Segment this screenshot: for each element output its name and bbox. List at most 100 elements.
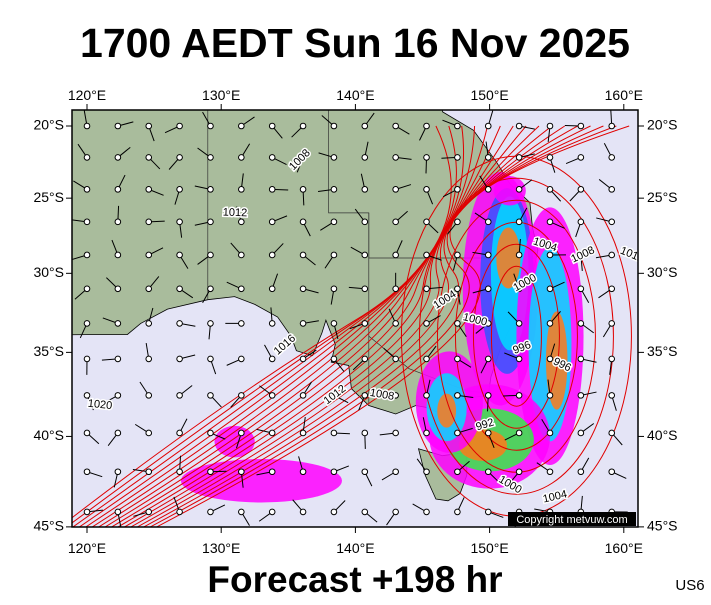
wind-station <box>516 356 522 362</box>
wind-station <box>115 393 121 399</box>
wind-station <box>485 123 491 129</box>
wind-station <box>485 219 491 225</box>
wind-station <box>84 219 90 225</box>
wind-station <box>177 252 183 258</box>
wind-station <box>578 219 584 225</box>
wind-station <box>547 321 553 327</box>
wind-station <box>146 155 152 161</box>
wind-station <box>578 469 584 475</box>
wind-station <box>393 469 399 475</box>
wind-station <box>609 321 615 327</box>
wind-station <box>362 286 368 292</box>
wind-station <box>578 286 584 292</box>
wind-station <box>115 219 121 225</box>
wind-station <box>362 123 368 129</box>
wind-station <box>547 430 553 436</box>
wind-station <box>208 469 214 475</box>
wind-station <box>547 187 553 193</box>
wind-station <box>393 430 399 436</box>
wind-station <box>208 187 214 193</box>
wind-station <box>516 430 522 436</box>
wind-station <box>516 321 522 327</box>
wind-station <box>146 393 152 399</box>
wind-station <box>208 286 214 292</box>
wind-station <box>115 155 121 161</box>
wind-station <box>177 321 183 327</box>
wind-station <box>177 187 183 193</box>
wind-station <box>393 252 399 258</box>
lon-tick-label: 160°E <box>605 540 643 556</box>
wind-station <box>516 252 522 258</box>
wind-station <box>516 219 522 225</box>
lat-tick-label: 40°S <box>647 427 678 443</box>
wind-station <box>424 509 430 515</box>
wind-station <box>269 155 275 161</box>
wind-station <box>239 187 245 193</box>
wind-station <box>362 155 368 161</box>
wind-station <box>269 187 275 193</box>
wind-station <box>269 321 275 327</box>
wind-station <box>485 356 491 362</box>
wind-station <box>177 509 183 515</box>
lat-tick-label: 20°S <box>647 117 678 133</box>
wind-station <box>146 123 152 129</box>
wind-station <box>177 219 183 225</box>
wind-station <box>578 393 584 399</box>
wind-station <box>331 155 337 161</box>
wind-station <box>424 430 430 436</box>
wind-station <box>609 155 615 161</box>
lon-tick-label: 120°E <box>68 540 106 556</box>
wind-station <box>516 155 522 161</box>
wind-station <box>269 430 275 436</box>
wind-station <box>424 252 430 258</box>
wind-station <box>547 469 553 475</box>
wind-station <box>609 469 615 475</box>
wind-station <box>239 393 245 399</box>
wind-station <box>547 123 553 129</box>
wind-station <box>547 356 553 362</box>
wind-station <box>146 187 152 193</box>
wind-station <box>362 219 368 225</box>
wind-station <box>146 469 152 475</box>
wind-station <box>424 155 430 161</box>
wind-station <box>547 219 553 225</box>
wind-station <box>208 393 214 399</box>
lat-tick-label: 40°S <box>33 427 64 443</box>
wind-station <box>485 393 491 399</box>
wind-station <box>455 219 461 225</box>
wind-station <box>331 509 337 515</box>
wind-station <box>485 469 491 475</box>
wind-station <box>84 469 90 475</box>
wind-station <box>146 356 152 362</box>
wind-station <box>455 469 461 475</box>
wind-station <box>115 286 121 292</box>
wind-station <box>393 286 399 292</box>
wind-station <box>609 393 615 399</box>
wind-station <box>547 155 553 161</box>
wind-station <box>455 393 461 399</box>
wind-station <box>115 321 121 327</box>
wind-station <box>331 469 337 475</box>
wind-station <box>208 356 214 362</box>
wind-station <box>485 155 491 161</box>
wind-station <box>578 356 584 362</box>
wind-station <box>239 356 245 362</box>
wind-station <box>239 252 245 258</box>
wind-station <box>146 430 152 436</box>
wind-station <box>146 321 152 327</box>
wind-station <box>300 356 306 362</box>
lat-tick-label: 35°S <box>33 343 64 359</box>
wind-station <box>269 356 275 362</box>
wind-station <box>146 252 152 258</box>
wind-station <box>84 286 90 292</box>
wind-station <box>424 356 430 362</box>
wind-station <box>84 356 90 362</box>
precipitation <box>496 228 520 289</box>
wind-station <box>146 509 152 515</box>
wind-station <box>84 321 90 327</box>
wind-station <box>424 123 430 129</box>
lat-tick-label: 30°S <box>647 264 678 280</box>
wind-station <box>331 356 337 362</box>
lon-tick-label: 160°E <box>605 87 643 103</box>
